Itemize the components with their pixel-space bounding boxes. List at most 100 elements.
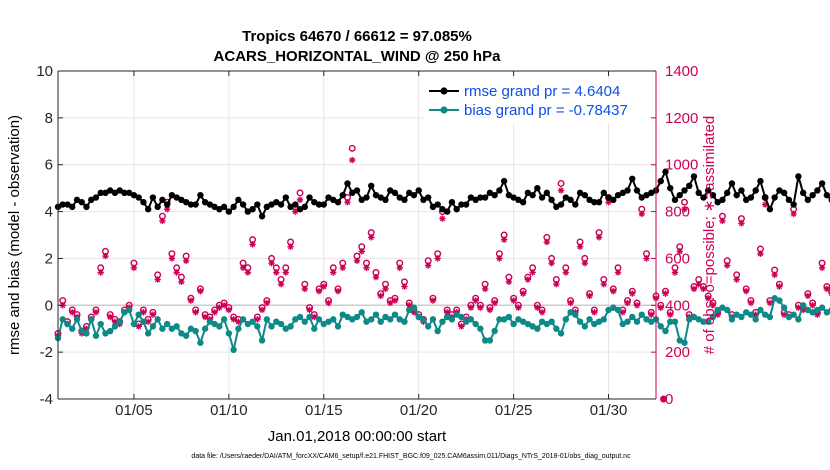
obs-assimilated-marker bbox=[320, 283, 327, 290]
bias-marker bbox=[462, 318, 470, 325]
bias-marker bbox=[406, 306, 413, 314]
rmse-marker bbox=[173, 194, 180, 201]
rmse-marker bbox=[149, 194, 157, 201]
rmse-marker bbox=[107, 187, 114, 194]
rmse-marker bbox=[448, 199, 456, 206]
y2-tick-label: 0 bbox=[665, 391, 673, 408]
obs-assimilated-marker bbox=[757, 250, 764, 257]
obs-assimilated-marker bbox=[795, 304, 802, 311]
rmse-marker bbox=[823, 191, 830, 199]
rmse-marker bbox=[92, 194, 100, 201]
bias-marker bbox=[64, 320, 71, 328]
bias-marker bbox=[424, 323, 432, 330]
bias-marker bbox=[671, 318, 679, 325]
rmse-marker bbox=[296, 206, 304, 213]
bias-marker bbox=[339, 311, 346, 318]
rmse-marker bbox=[239, 201, 247, 208]
rmse-marker bbox=[78, 199, 85, 206]
rmse-marker bbox=[353, 187, 361, 194]
bias-marker bbox=[477, 325, 484, 332]
rmse-marker bbox=[201, 199, 209, 206]
y-axis-ticks: -4 -2 0 2 4 6 8 10 bbox=[36, 63, 63, 408]
bias-marker bbox=[434, 327, 441, 335]
y2-tick-label: 1000 bbox=[665, 157, 698, 174]
rmse-marker bbox=[406, 189, 413, 197]
rmse-marker bbox=[695, 189, 702, 197]
bias-marker bbox=[311, 325, 318, 332]
rmse-marker bbox=[244, 208, 252, 215]
bias-marker bbox=[168, 325, 176, 332]
obs-assimilated-marker bbox=[638, 210, 645, 218]
bias-marker bbox=[273, 318, 280, 325]
rmse-marker bbox=[780, 189, 788, 197]
obs-assimilated-marker bbox=[363, 264, 370, 271]
obs-assimilated-marker bbox=[510, 297, 517, 304]
bias-marker bbox=[216, 323, 223, 330]
rmse-marker bbox=[662, 168, 669, 175]
rmse-marker bbox=[282, 194, 290, 201]
bias-marker bbox=[368, 316, 375, 323]
rmse-marker bbox=[681, 187, 688, 194]
obs-assimilated-marker bbox=[823, 285, 830, 293]
bias-marker bbox=[548, 318, 555, 325]
bias-marker bbox=[643, 316, 650, 323]
bias-marker bbox=[681, 339, 688, 346]
bias-marker bbox=[733, 311, 740, 318]
obs-assimilated-marker bbox=[387, 299, 394, 307]
obs-assimilated-marker bbox=[230, 316, 237, 323]
bias-marker bbox=[220, 316, 228, 323]
x-axis-ticks: 01/05 01/10 01/15 01/20 01/25 01/30 bbox=[115, 71, 627, 419]
rmse-marker bbox=[325, 194, 332, 201]
rmse-marker bbox=[591, 199, 598, 206]
bias-marker bbox=[690, 313, 698, 321]
obs-assimilated-marker bbox=[401, 283, 408, 290]
rmse-marker bbox=[220, 203, 228, 211]
bias-marker bbox=[429, 316, 437, 323]
y2-tick-label: 400 bbox=[665, 297, 690, 314]
bias-marker bbox=[301, 318, 308, 325]
bias-marker bbox=[344, 313, 351, 321]
obs-assimilated-marker bbox=[325, 299, 332, 307]
legend-bias-label: bias grand pr = -0.78437 bbox=[464, 102, 628, 119]
bias-marker bbox=[415, 313, 422, 321]
x-axis-label: Jan.01,2018 00:00:00 start bbox=[268, 428, 447, 445]
rmse-marker bbox=[500, 177, 508, 185]
rmse-marker bbox=[567, 196, 574, 204]
bias-marker bbox=[268, 323, 275, 330]
obs-assimilated-marker bbox=[249, 241, 256, 248]
rmse-marker bbox=[311, 199, 318, 206]
bias-marker bbox=[401, 318, 408, 325]
rmse-marker bbox=[619, 189, 626, 197]
obs-assimilated-marker bbox=[382, 285, 389, 293]
bias-marker bbox=[761, 311, 769, 318]
bias-marker bbox=[799, 302, 807, 309]
bias-marker bbox=[576, 318, 584, 325]
rmse-marker bbox=[728, 180, 736, 187]
rmse-marker bbox=[306, 194, 313, 201]
obs-assimilated-marker bbox=[239, 264, 247, 271]
bias-marker bbox=[130, 320, 138, 328]
bias-marker bbox=[605, 306, 612, 314]
rmse-marker bbox=[690, 173, 698, 180]
bias-marker bbox=[581, 323, 589, 330]
bias-marker bbox=[629, 313, 636, 321]
obs-assimilated-marker bbox=[277, 281, 285, 288]
bias-marker bbox=[206, 318, 214, 325]
rmse-marker bbox=[230, 203, 237, 211]
bias-marker bbox=[567, 309, 574, 316]
rmse-marker bbox=[273, 199, 280, 206]
bias-marker bbox=[524, 320, 532, 328]
bias-marker bbox=[448, 316, 456, 323]
bias-marker bbox=[349, 316, 356, 323]
rmse-marker bbox=[368, 182, 375, 189]
obs-assimilated-marker bbox=[182, 257, 190, 264]
legend-box bbox=[424, 79, 650, 123]
rmse-marker bbox=[211, 203, 218, 211]
bias-marker bbox=[553, 325, 560, 332]
rmse-marker bbox=[443, 208, 451, 215]
rmse-marker bbox=[686, 182, 693, 189]
rmse-marker bbox=[624, 187, 631, 194]
rmse-marker bbox=[363, 194, 370, 201]
rmse-marker bbox=[116, 187, 123, 194]
rmse-marker bbox=[420, 196, 427, 204]
